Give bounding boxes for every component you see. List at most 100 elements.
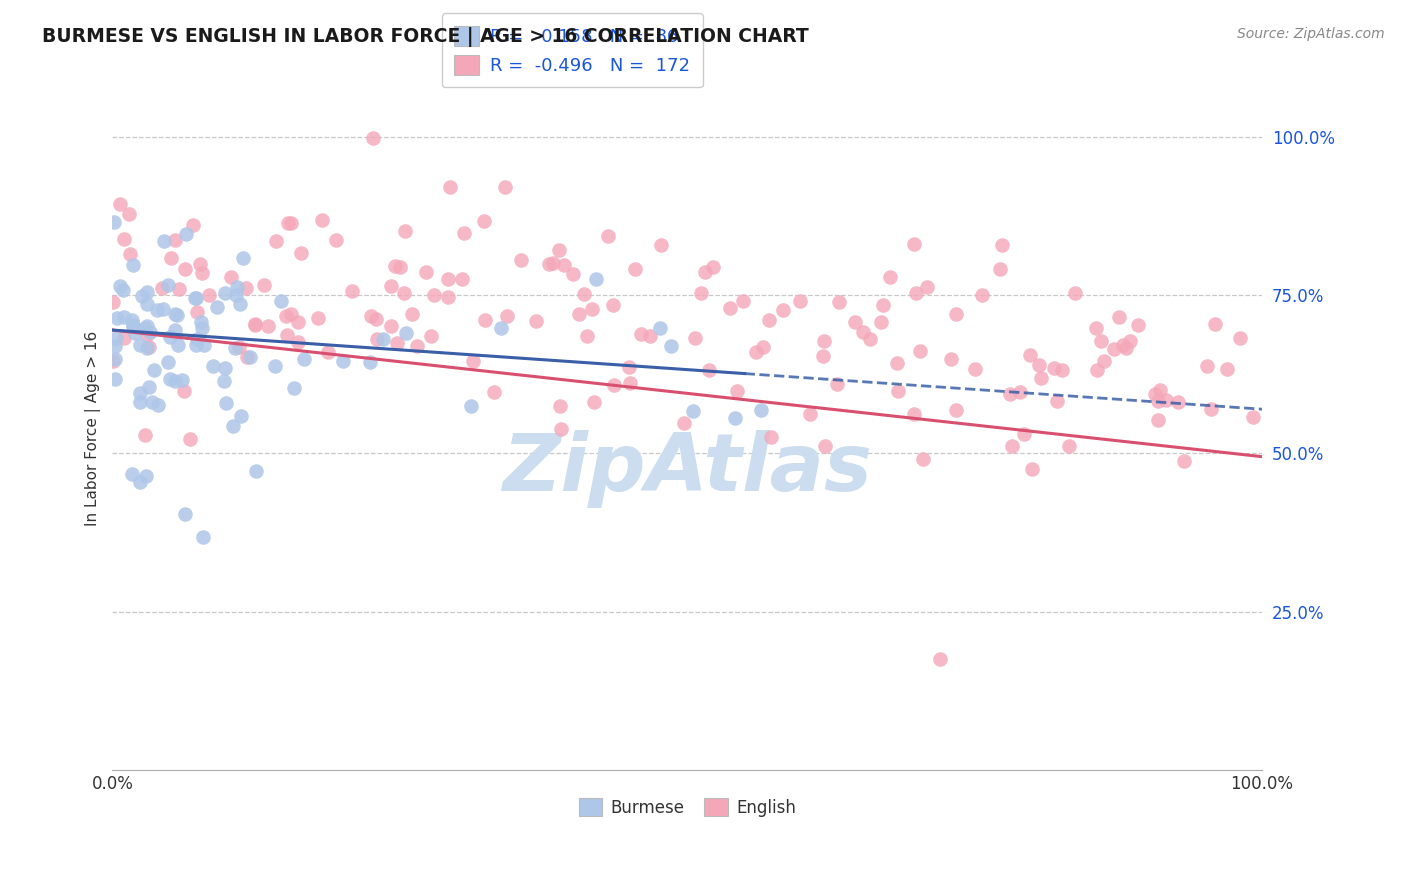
Point [415,265,437,279]
Point [332,354,354,368]
Point [813,334,835,349]
Point [292,351,315,366]
Point [538,257,561,271]
Point [1108,310,1130,325]
Point [129,386,152,401]
Point [141,394,163,409]
Point [1147,394,1170,409]
Point [496,309,519,323]
Point [1173,454,1195,468]
Point [1010,385,1032,400]
Point [325,233,347,247]
Point [395,326,418,341]
Point [287,335,309,350]
Point [682,404,704,418]
Point [263,359,285,373]
Point [474,313,496,327]
Point [550,399,572,413]
Point [214,286,236,301]
Point [905,285,928,300]
Point [108,196,131,211]
Point [287,315,309,329]
Point [1149,384,1171,398]
Point [460,399,482,413]
Legend: Burmese, English: Burmese, English [572,791,803,823]
Point [129,475,152,489]
Point [463,354,485,368]
Point [129,395,152,409]
Point [752,340,775,354]
Point [619,376,641,390]
Point [118,207,141,221]
Point [152,302,174,317]
Point [112,232,135,246]
Point [245,464,267,478]
Point [1064,286,1087,301]
Point [228,340,250,354]
Point [181,219,204,233]
Text: BURMESE VS ENGLISH IN LABOR FORCE | AGE > 16 CORRELATION CHART: BURMESE VS ENGLISH IN LABOR FORCE | AGE … [42,27,808,46]
Point [221,418,243,433]
Point [638,329,661,343]
Point [103,215,125,229]
Point [139,325,162,339]
Point [567,307,589,321]
Point [380,279,402,293]
Point [553,258,575,272]
Point [1204,317,1226,331]
Point [650,321,672,335]
Point [229,296,252,310]
Point [243,317,266,331]
Text: ZipAtlas: ZipAtlas [502,430,872,508]
Point [219,270,242,285]
Point [103,295,125,310]
Point [451,272,474,286]
Point [972,288,994,302]
Point [1090,334,1112,348]
Point [159,251,181,265]
Point [385,336,408,351]
Point [945,402,967,417]
Point [186,305,208,319]
Point [484,385,506,400]
Point [159,371,181,385]
Point [697,363,720,377]
Point [1043,360,1066,375]
Point [624,261,647,276]
Point [243,318,266,332]
Point [212,374,235,388]
Point [371,332,394,346]
Point [1057,439,1080,453]
Point [693,265,716,279]
Point [276,309,298,323]
Point [437,272,460,286]
Point [198,288,221,302]
Point [1167,395,1189,409]
Point [153,234,176,248]
Point [135,468,157,483]
Point [1029,370,1052,384]
Point [231,251,253,265]
Point [134,428,156,442]
Point [108,279,131,293]
Point [547,244,569,258]
Point [1018,348,1040,362]
Point [650,237,672,252]
Point [380,318,402,333]
Point [872,298,894,312]
Point [602,298,624,312]
Point [859,332,882,346]
Point [167,337,190,351]
Point [401,307,423,321]
Point [718,301,741,315]
Point [264,234,287,248]
Point [1012,426,1035,441]
Point [170,373,193,387]
Point [121,318,143,332]
Point [166,308,188,322]
Point [174,227,197,242]
Point [105,331,128,345]
Point [124,326,146,340]
Point [163,323,186,337]
Point [280,216,302,230]
